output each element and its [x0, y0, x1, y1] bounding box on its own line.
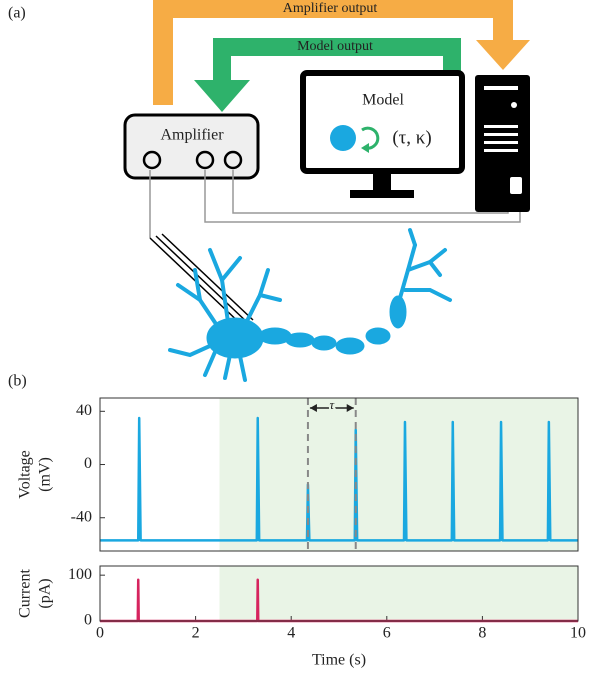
wires: [150, 170, 520, 238]
arrow-label: Model output: [297, 39, 373, 54]
figure: (a) Amplifier output Model output Model …: [0, 0, 603, 674]
x-tick-label: 8: [478, 625, 486, 642]
y-axis-label: (mV): [37, 457, 54, 492]
y-tick-label: 0: [84, 612, 92, 629]
panel-label: (b): [8, 373, 27, 390]
panel-label: (a): [8, 5, 26, 22]
arrow-head: [476, 40, 530, 70]
x-tick-label: 2: [192, 625, 200, 642]
vent: [484, 125, 518, 128]
amplifier-label: Amplifier: [160, 127, 224, 144]
monitor: [303, 73, 462, 171]
amplifier: [125, 115, 258, 178]
y-axis-label: Current: [17, 569, 34, 618]
vent: [484, 149, 518, 152]
neuron: [170, 230, 450, 380]
page: { "diagram": { "panel_label": "(a)", "am…: [0, 0, 603, 674]
vent: [484, 141, 518, 144]
arrow-label: Amplifier output: [283, 1, 378, 16]
y-axis-label: (pA): [37, 578, 54, 608]
drive: [484, 86, 518, 90]
y-tick-label: 40: [76, 402, 92, 419]
shaded-region: [220, 566, 579, 621]
arrow-head: [194, 80, 250, 112]
electrode: [150, 234, 253, 328]
vent: [484, 133, 518, 136]
neuron-icon: [330, 125, 356, 151]
x-tick-label: 4: [287, 625, 295, 642]
y-axis-label: Voltage: [17, 450, 34, 499]
y-tick-label: 100: [68, 566, 92, 583]
x-axis-label: Time (s): [312, 652, 366, 669]
port: [510, 177, 522, 194]
button: [511, 102, 517, 108]
x-tick-label: 6: [383, 625, 391, 642]
parameters: (τ, κ): [392, 127, 431, 148]
shaded-region: [220, 398, 579, 551]
y-tick-label: -40: [71, 508, 92, 525]
x-tick-label: 10: [570, 625, 586, 642]
monitor-base: [350, 190, 414, 198]
y-tick-label: 0: [84, 455, 92, 472]
x-tick-label: 0: [96, 625, 104, 642]
monitor-stand: [373, 174, 391, 190]
model-label: Model: [362, 92, 404, 109]
